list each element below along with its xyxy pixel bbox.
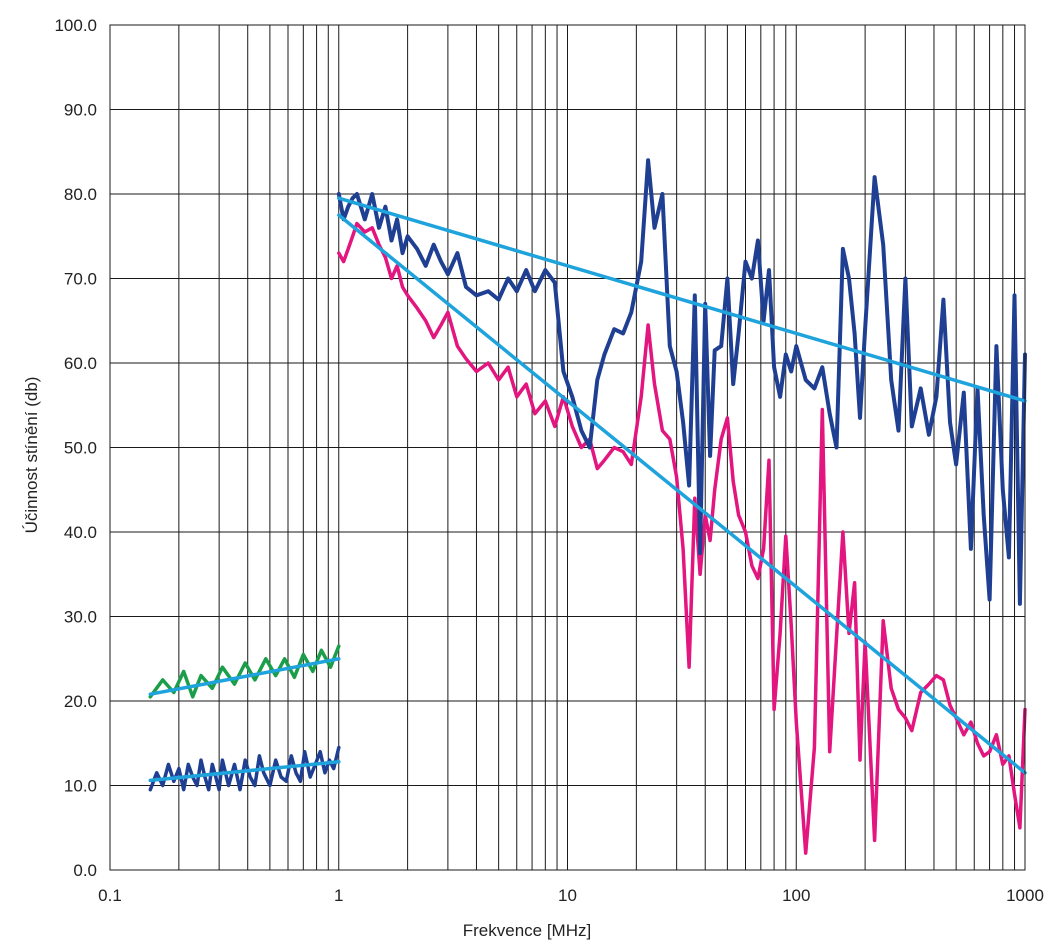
y-tick-label: 10.0 [64, 777, 97, 796]
x-tick-label: 10 [558, 886, 577, 905]
series-layer [148, 158, 1027, 855]
y-tick-label: 90.0 [64, 101, 97, 120]
y-axis-title: Účinnost stínění (db) [22, 377, 41, 534]
y-tick-label: 50.0 [64, 439, 97, 458]
series-line-trend [148, 657, 341, 696]
x-tick-label: 1 [334, 886, 343, 905]
y-tick-label: 80.0 [64, 185, 97, 204]
series-line-magenta [337, 221, 1027, 855]
series-line-trend [148, 760, 341, 783]
y-tick-label: 100.0 [54, 16, 97, 35]
series-line-trend [337, 213, 1027, 775]
series-line-trend [337, 196, 1027, 403]
y-tick-label: 40.0 [64, 523, 97, 542]
grid [109, 24, 1026, 871]
plot-frame [109, 24, 1026, 871]
y-tick-label: 60.0 [64, 354, 97, 373]
x-tick-label: 100 [782, 886, 810, 905]
x-tick-labels: 0.1 1 10 100 1000 [98, 886, 1044, 905]
series-line-navy [336, 158, 1027, 606]
y-tick-labels: 0.0 10.0 20.0 30.0 40.0 50.0 60.0 70.0 80.0 90.0 1… [54, 16, 97, 880]
y-tick-label: 30.0 [64, 608, 97, 627]
y-tick-label: 20.0 [64, 692, 97, 711]
y-tick-label: 70.0 [64, 270, 97, 289]
series-line-green [148, 644, 341, 699]
x-axis-title: Frekvence [MHz] [463, 921, 591, 940]
y-tick-label: 0.0 [73, 861, 97, 880]
x-tick-label: 0.1 [98, 886, 122, 905]
x-tick-label: 1000 [1006, 886, 1044, 905]
